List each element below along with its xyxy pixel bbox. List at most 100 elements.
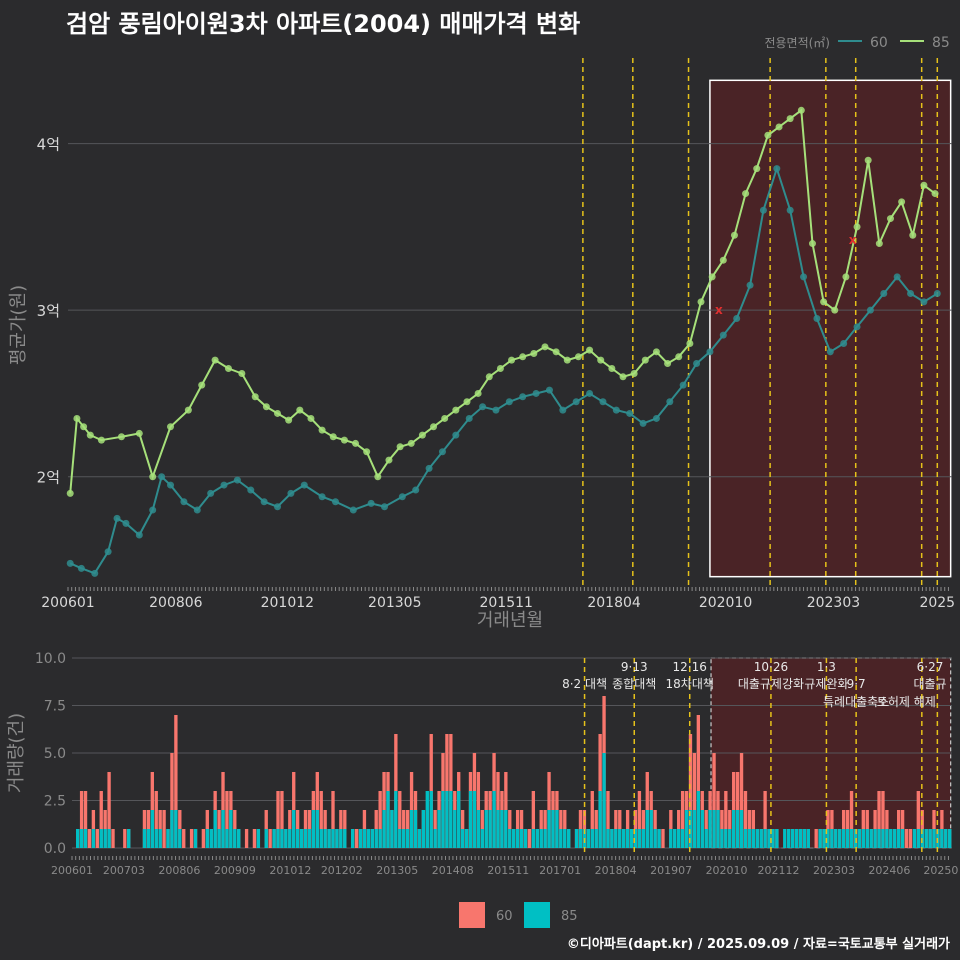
bar-85 (763, 829, 767, 848)
bar-85 (213, 810, 217, 848)
point-60 (349, 506, 357, 514)
bar-60 (252, 829, 257, 848)
point-85 (463, 398, 471, 406)
x-tick-label: 202303 (807, 595, 860, 611)
bar-85 (794, 829, 799, 848)
policy-annotation: 종합대책 (612, 676, 656, 691)
x-tick-label-bottom: 200703 (103, 864, 145, 877)
point-85 (831, 306, 839, 314)
bar-85 (657, 829, 661, 848)
x-tick-label-bottom: 200601 (51, 864, 93, 877)
point-60 (826, 348, 834, 356)
point-60 (158, 473, 166, 481)
point-60 (492, 406, 500, 414)
bar-85 (327, 829, 331, 848)
point-60 (773, 165, 781, 173)
x-tick-label-bottom: 200909 (214, 864, 256, 877)
point-85 (149, 473, 157, 481)
point-60 (104, 548, 112, 556)
bar-85 (370, 829, 374, 848)
bar-85 (830, 829, 834, 848)
point-60 (331, 498, 339, 506)
bar-85 (472, 791, 477, 848)
point-85 (808, 240, 816, 248)
bar-60 (111, 829, 115, 848)
bar-85 (445, 791, 449, 848)
bar-60 (877, 791, 881, 848)
x-tick-label-bottom: 201202 (321, 864, 363, 877)
bar-85 (453, 810, 457, 848)
bar-85 (405, 829, 410, 848)
bar-85 (897, 829, 901, 848)
bar-85 (625, 829, 630, 848)
x-tick-label: 2025 (919, 595, 955, 611)
bar-60 (527, 829, 532, 848)
point-85 (352, 439, 360, 447)
point-85 (797, 106, 805, 114)
x-tick-label: 201804 (587, 595, 641, 611)
bar-60 (154, 791, 158, 848)
bar-85 (413, 810, 418, 848)
bar-60 (123, 829, 127, 848)
bar-85 (382, 810, 386, 848)
point-85 (198, 381, 206, 389)
policy-annotation: 9·7 (847, 677, 866, 691)
bar-85 (771, 829, 775, 848)
bar-85 (806, 829, 810, 848)
point-85 (719, 256, 727, 264)
point-85 (441, 414, 449, 422)
point-85 (697, 298, 705, 306)
bar-85 (787, 829, 791, 848)
point-60 (612, 406, 620, 414)
bar-85 (107, 829, 111, 848)
x-tick-label: 201305 (368, 595, 421, 611)
point-85 (430, 423, 438, 431)
bar-85 (154, 829, 158, 848)
policy-annotation: 대출규 (913, 677, 946, 691)
policy-annotation: 9·13 (621, 660, 648, 674)
policy-annotation: 규제완화 (804, 677, 848, 691)
x-tick-label-bottom: 201701 (539, 864, 581, 877)
bar-85 (425, 791, 429, 848)
point-85 (730, 231, 738, 239)
bar-85 (539, 829, 543, 848)
point-60 (260, 498, 268, 506)
y-tick-label: 4억 (37, 136, 60, 154)
bar-85 (193, 829, 198, 848)
bar-85 (512, 829, 516, 848)
bar-85 (944, 829, 948, 848)
y-tick-label-bottom: 5.0 (44, 746, 66, 762)
point-85 (418, 431, 426, 439)
x-tick-label-bottom: 201012 (269, 864, 311, 877)
point-60 (759, 206, 767, 214)
bar-85 (319, 829, 323, 848)
legend-key-bar-60 (459, 902, 485, 928)
bar-85 (802, 829, 807, 848)
bar-85 (834, 829, 838, 848)
bar-85 (645, 810, 649, 848)
bar-85 (673, 829, 677, 848)
bar-85 (822, 829, 826, 848)
bar-60 (107, 772, 111, 848)
bar-85 (869, 829, 873, 848)
bar-85 (515, 829, 520, 848)
point-85 (66, 489, 74, 497)
bar-85 (720, 829, 724, 848)
bar-85 (519, 829, 524, 848)
bar-60 (916, 791, 920, 848)
bar-85 (543, 829, 547, 848)
point-60 (77, 564, 85, 572)
legend-label-bar-60: 60 (496, 909, 513, 924)
bar-85 (256, 829, 261, 848)
bar-85 (303, 829, 308, 848)
y-tick-label-bottom: 10.0 (35, 651, 66, 667)
bar-85 (940, 829, 944, 848)
bar-60 (319, 791, 323, 848)
point-60 (287, 489, 295, 497)
point-60 (318, 493, 326, 501)
bar-85 (468, 791, 473, 848)
bar-85 (315, 810, 319, 848)
point-85 (775, 123, 783, 131)
bar-85 (209, 829, 213, 848)
bar-85 (618, 829, 622, 848)
